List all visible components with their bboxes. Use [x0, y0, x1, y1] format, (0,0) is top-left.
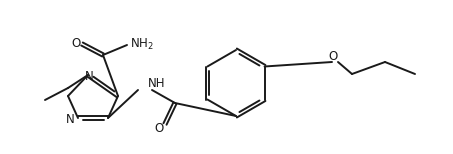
Text: O: O	[328, 49, 337, 63]
Text: NH: NH	[148, 77, 165, 89]
Text: N: N	[66, 113, 75, 126]
Text: N: N	[85, 69, 93, 83]
Text: NH$_2$: NH$_2$	[130, 36, 154, 52]
Text: O: O	[72, 36, 81, 49]
Text: O: O	[154, 122, 164, 136]
